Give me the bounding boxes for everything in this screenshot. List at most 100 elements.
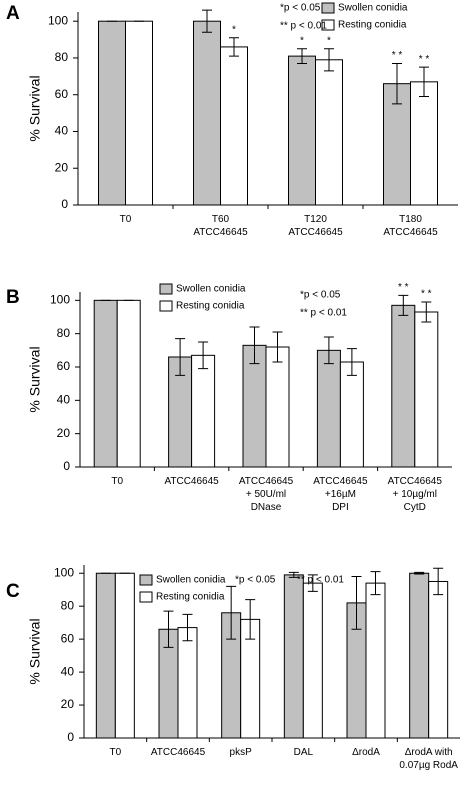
legend-swatch xyxy=(321,2,335,14)
x-tick-label: ΔrodA with 0.07µg RodA xyxy=(399,747,458,771)
significance-mark: * xyxy=(232,24,236,35)
error-bar xyxy=(175,338,186,376)
annotation: *p < 0.05 xyxy=(235,575,276,586)
panel-label: C xyxy=(6,581,20,602)
error-bar xyxy=(392,62,402,105)
error-bar xyxy=(288,571,299,578)
y-tick-label: 20 xyxy=(57,426,71,440)
x-tick-label-line: + 10µg/ml xyxy=(393,489,437,500)
error-bar xyxy=(370,571,381,596)
annotation: ** p < 0.01 xyxy=(297,575,344,586)
significance-mark: * * xyxy=(421,289,432,300)
bar xyxy=(265,346,290,468)
x-tick-label-line: T0 xyxy=(120,214,132,225)
y-tick-label: 80 xyxy=(57,326,71,340)
bar xyxy=(93,299,118,468)
bar xyxy=(283,574,304,739)
x-tick-label-line: ATCC46645 xyxy=(388,476,443,487)
y-tick-label: 0 xyxy=(61,197,68,211)
legend-swatch xyxy=(159,300,173,312)
x-tick-label-line: CytD xyxy=(404,502,426,513)
legend-label: Resting conidia xyxy=(176,301,245,312)
x-tick-label: T0 xyxy=(111,476,123,487)
legend-swatch xyxy=(139,574,153,586)
x-tick-label-line: ATCC46645 xyxy=(288,227,343,238)
y-axis-label: % Survival xyxy=(27,618,43,684)
bar xyxy=(365,582,386,739)
legend-label: Swollen conidia xyxy=(176,284,246,295)
y-tick-label: 80 xyxy=(55,50,69,64)
panel-label: A xyxy=(6,3,20,24)
legend-label: Swollen conidia xyxy=(338,3,408,14)
legend-label: Resting conidia xyxy=(156,592,225,603)
error-bar xyxy=(229,37,239,57)
bar xyxy=(125,20,153,206)
y-tick-label: 40 xyxy=(55,124,69,138)
error-bar xyxy=(346,348,357,376)
x-tick-label-line: DPI xyxy=(332,502,349,513)
bar xyxy=(316,349,341,468)
bar xyxy=(302,582,323,739)
x-tick-label-line: ΔrodA with xyxy=(405,747,453,758)
x-tick-label: ATCC46645 + 10µg/ml CytD xyxy=(388,476,443,513)
x-tick-label: DAL xyxy=(294,747,314,758)
bar xyxy=(428,580,449,739)
x-tick-label-line: ATCC46645 xyxy=(151,747,206,758)
significance-mark: * * xyxy=(392,50,403,61)
x-tick-label-line: ATCC46645 xyxy=(313,476,368,487)
error-bar xyxy=(398,294,409,316)
y-tick-label: 20 xyxy=(61,697,75,711)
error-bar xyxy=(323,336,334,365)
x-tick-label-line: T0 xyxy=(111,476,123,487)
significance-mark: * * xyxy=(419,54,430,65)
legend-swatch xyxy=(159,283,173,295)
bar xyxy=(414,311,439,468)
legend-label: Resting conidia xyxy=(338,20,407,31)
error-bar xyxy=(421,301,432,323)
bar xyxy=(114,572,135,739)
bar xyxy=(116,299,141,468)
error-bar xyxy=(249,326,260,365)
y-tick-label: 60 xyxy=(61,631,75,645)
y-tick-label: 100 xyxy=(54,565,74,579)
x-tick-label-line: ΔrodA xyxy=(352,747,380,758)
x-tick-label-line: + 50U/ml xyxy=(246,489,286,500)
y-tick-label: 100 xyxy=(50,293,70,307)
bar xyxy=(409,572,430,739)
legend-swatch xyxy=(139,591,153,603)
error-bar xyxy=(324,48,334,72)
error-bar xyxy=(297,48,307,64)
x-tick-label-line: pksP xyxy=(230,747,253,758)
x-tick-label-line: DNase xyxy=(251,502,282,513)
x-tick-label: T0 xyxy=(109,747,121,758)
x-tick-label-line: ATCC46645 xyxy=(193,227,248,238)
error-bar xyxy=(414,571,425,575)
y-tick-label: 60 xyxy=(57,359,71,373)
x-tick-label: pksP xyxy=(230,747,253,758)
annotation: ** p < 0.01 xyxy=(280,21,327,32)
y-tick-label: 20 xyxy=(55,160,69,174)
x-tick-label: ATCC46645 xyxy=(164,476,219,487)
significance-mark: * * xyxy=(398,282,409,293)
y-tick-label: 0 xyxy=(63,459,70,473)
bar xyxy=(391,304,416,468)
error-bar xyxy=(163,610,174,648)
x-tick-label-line: ATCC46645 xyxy=(164,476,219,487)
x-tick-label-line: T60 xyxy=(212,214,230,225)
significance-mark: * xyxy=(327,35,331,46)
error-bar xyxy=(419,66,429,98)
annotation: *p < 0.05 xyxy=(300,290,341,301)
y-tick-label: 0 xyxy=(67,730,74,744)
bar xyxy=(177,627,198,739)
x-tick-label-line: 0.07µg RodA xyxy=(399,760,458,771)
y-tick-label: 40 xyxy=(61,664,75,678)
error-bar xyxy=(226,585,237,640)
error-bar xyxy=(351,576,362,630)
legend-label: Swollen conidia xyxy=(156,575,226,586)
x-tick-label: T0 xyxy=(120,214,132,225)
x-tick-label: ATCC46645 xyxy=(151,747,206,758)
bar xyxy=(288,55,316,206)
y-axis-label: % Survival xyxy=(27,346,43,412)
annotation: *p < 0.05 xyxy=(280,3,321,14)
